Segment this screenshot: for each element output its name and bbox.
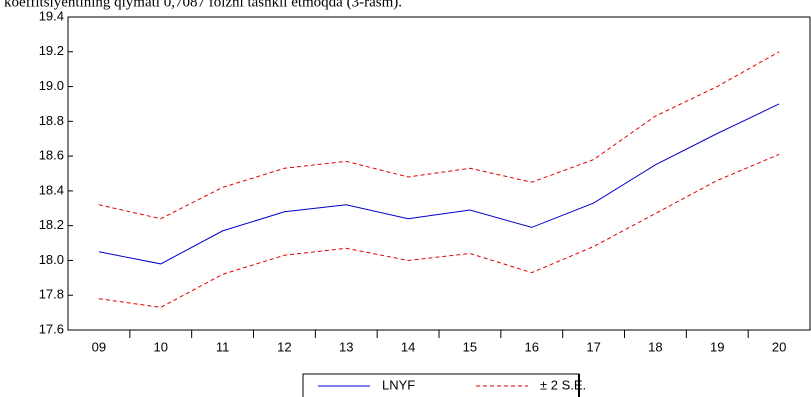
x-tick-label: 09 xyxy=(92,339,106,354)
x-tick-label: 16 xyxy=(525,339,539,354)
y-tick-label: 18.8 xyxy=(39,113,64,128)
x-tick-label: 15 xyxy=(463,339,477,354)
x-tick-label: 18 xyxy=(648,339,662,354)
y-tick-label: 19.0 xyxy=(39,78,64,93)
y-tick-label: 18.4 xyxy=(39,182,64,197)
x-tick-label: 12 xyxy=(277,339,291,354)
y-tick-label: 18.6 xyxy=(39,148,64,163)
series-line xyxy=(98,51,780,220)
y-tick-label: 17.8 xyxy=(39,287,64,302)
caption: koeffitsiyentining qiymati 0,7087 foizni… xyxy=(4,0,402,10)
y-tick-label: 18.0 xyxy=(39,252,64,267)
x-tick-label: 14 xyxy=(401,339,415,354)
y-tick-label: 19.4 xyxy=(39,8,64,23)
x-tick-label: 19 xyxy=(710,339,724,354)
plot-frame xyxy=(67,16,811,331)
x-tick-label: 20 xyxy=(772,339,786,354)
legend-label: ± 2 S.E. xyxy=(540,377,586,392)
series-line xyxy=(98,103,780,265)
y-tick-label: 19.2 xyxy=(39,43,64,58)
x-tick-label: 13 xyxy=(339,339,353,354)
x-tick-label: 10 xyxy=(154,339,168,354)
legend-label: LNYF xyxy=(382,377,415,392)
x-tick-label: 11 xyxy=(216,339,230,354)
y-tick-label: 17.6 xyxy=(39,321,64,336)
y-tick-label: 18.2 xyxy=(39,217,64,232)
series-line xyxy=(98,153,780,308)
x-tick-label: 17 xyxy=(586,339,600,354)
